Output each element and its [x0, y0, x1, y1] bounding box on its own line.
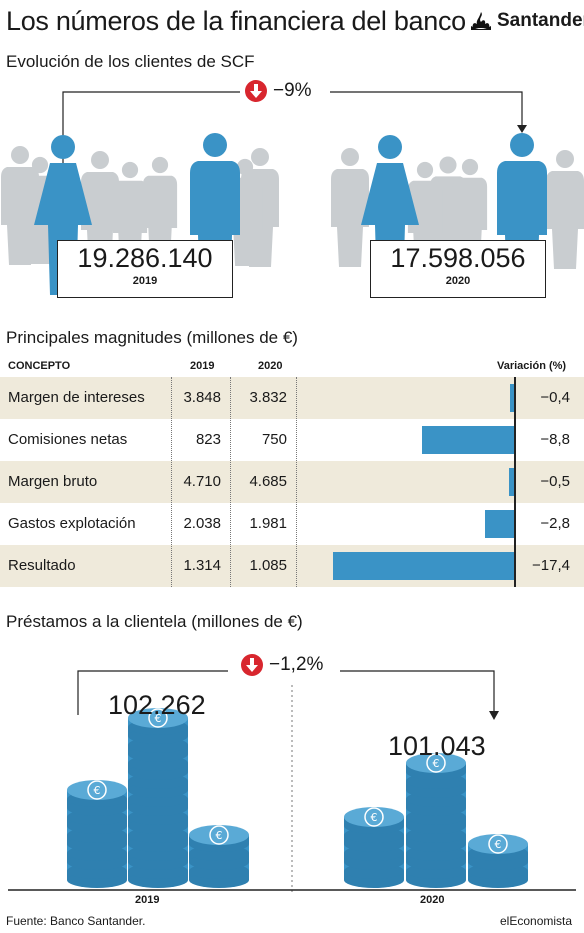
column-divider: [230, 377, 231, 587]
table-row: Gastos explotación 2.038 1.981 −2,8: [0, 503, 584, 545]
column-divider: [296, 377, 297, 587]
down-arrow-icon: [241, 654, 263, 676]
header-2020: 2020: [258, 360, 283, 372]
page-title: Los números de la financiera del banco: [6, 6, 466, 36]
loans-2020-year: 2020: [420, 894, 445, 906]
variation-bar: [508, 468, 514, 496]
loans-illustration: € € € € € €: [8, 670, 576, 895]
woman-2020-icon: [361, 135, 419, 295]
row-variation: −2,8: [540, 515, 570, 532]
clients-2020-year: 2020: [445, 275, 471, 287]
column-divider: [171, 377, 172, 587]
row-2019: 823: [195, 431, 221, 448]
svg-text:€: €: [94, 784, 101, 797]
table-row: Margen bruto 4.710 4.685 −0,5: [0, 461, 584, 503]
coin-stack-icon: €: [128, 708, 188, 888]
clients-subtitle: Evolución de los clientes de SCF: [6, 52, 255, 71]
row-2020: 1.085: [249, 557, 287, 574]
brand-logo: Santander: [470, 10, 584, 32]
clients-2020-box: 17.598.056 2020: [370, 240, 546, 298]
loans-2020-value: 101.043: [388, 731, 486, 761]
coin-stack-icon: €: [189, 825, 249, 888]
header-concept: CONCEPTO: [8, 360, 71, 372]
header-2019: 2019: [190, 360, 215, 372]
row-2019: 2.038: [183, 515, 221, 532]
row-concept: Gastos explotación: [8, 515, 136, 532]
row-concept: Margen bruto: [8, 473, 98, 490]
svg-text:€: €: [155, 712, 162, 725]
row-2020: 4.685: [249, 473, 287, 490]
variation-bar: [484, 510, 514, 538]
coin-stack-icon: €: [67, 780, 127, 888]
row-variation: −17,4: [532, 557, 570, 574]
down-arrow-icon: [245, 80, 267, 102]
clients-change-value: −9%: [273, 80, 312, 101]
variation-bar: [333, 552, 514, 580]
svg-text:€: €: [371, 811, 378, 824]
publisher-name: elEconomista: [500, 914, 573, 928]
row-2019: 1.314: [183, 557, 221, 574]
clients-2019-year: 2019: [132, 275, 158, 287]
source-note: Fuente: Banco Santander.: [6, 914, 146, 928]
table-row: Margen de intereses 3.848 3.832 −0,4: [0, 377, 584, 419]
loans-change: −1,2%: [241, 654, 323, 676]
woman-2019-icon: [34, 135, 92, 295]
header-variation: Variación (%): [497, 360, 567, 372]
row-2020: 3.832: [249, 389, 287, 406]
magnitudes-subtitle: Principales magnitudes (millones de €): [6, 328, 298, 347]
variation-bar: [509, 384, 514, 412]
loans-subtitle: Préstamos a la clientela (millones de €): [6, 612, 303, 631]
row-concept: Comisiones netas: [8, 431, 128, 448]
row-2019: 4.710: [183, 473, 221, 490]
loans-2019-year: 2019: [135, 894, 160, 906]
clients-illustration: [1, 91, 584, 295]
loans-2019-value: 102.262: [108, 690, 206, 720]
row-concept: Margen de intereses: [8, 389, 145, 406]
variation-bar: [422, 426, 514, 454]
row-concept: Resultado: [8, 557, 76, 574]
table-header: CONCEPTO 2019 2020 Variación (%): [0, 355, 584, 380]
clients-2019-box: 19.286.140 2019: [57, 240, 233, 298]
svg-text:€: €: [216, 829, 223, 842]
clients-change: −9%: [245, 80, 312, 102]
table-row: Comisiones netas 823 750 −8,8: [0, 419, 584, 461]
row-variation: −0,5: [540, 473, 570, 490]
loans-change-value: −1,2%: [269, 654, 324, 675]
row-variation: −8,8: [540, 431, 570, 448]
variation-axis: [514, 377, 516, 587]
row-variation: −0,4: [540, 389, 570, 406]
flame-icon: [471, 12, 491, 30]
row-2020: 1.981: [249, 515, 287, 532]
clients-2019-value: 19.286.140: [77, 243, 213, 273]
svg-text:€: €: [495, 838, 502, 851]
clients-2020-value: 17.598.056: [390, 243, 526, 273]
svg-text:€: €: [433, 757, 440, 770]
coin-stack-icon: €: [344, 807, 404, 888]
brand-name: Santander: [497, 10, 584, 31]
magnitudes-table: Margen de intereses 3.848 3.832 −0,4 Com…: [0, 377, 584, 587]
row-2019: 3.848: [183, 389, 221, 406]
coin-stack-icon: €: [468, 834, 528, 888]
row-2020: 750: [261, 431, 287, 448]
coin-stack-icon: €: [406, 753, 466, 888]
